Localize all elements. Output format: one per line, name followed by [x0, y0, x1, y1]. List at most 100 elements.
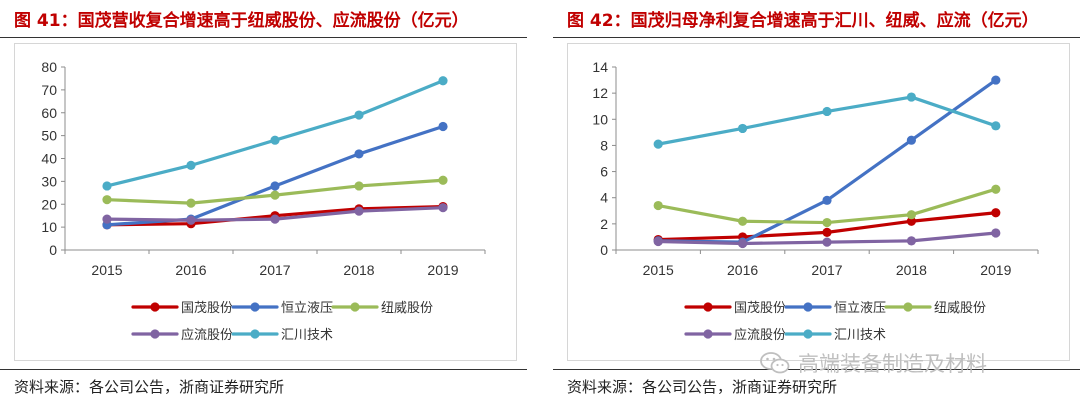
- series-4-point: [991, 228, 1001, 238]
- y-tick-label: 0: [600, 242, 608, 258]
- x-tick-label: 2019: [427, 262, 458, 278]
- series-4-point: [354, 206, 364, 216]
- legend-marker: [803, 302, 813, 312]
- chart-box-revenue: 0 10 20 30 40 50 60 70 80 2015 2016 2017 2018 2019 国茂股…: [14, 43, 517, 361]
- series-4-point: [738, 238, 748, 249]
- legend-marker: [703, 302, 713, 312]
- y-tick-label: 8: [600, 137, 608, 153]
- y-tick-label: 80: [41, 59, 57, 75]
- series-2-point: [906, 135, 916, 145]
- legend-marker: [350, 302, 360, 312]
- legend-label: 国茂股份: [181, 300, 233, 315]
- series-4-point: [653, 236, 663, 247]
- series-5-point: [270, 135, 280, 145]
- series-3-point: [906, 210, 916, 220]
- series-5-point: [822, 106, 832, 117]
- series-5-point: [738, 123, 748, 134]
- series-4-point: [270, 214, 280, 224]
- figure-41-title: 图 41：国茂营收复合增速高于纽威股份、应流股份（亿元）: [14, 11, 469, 31]
- y-tick-label: 6: [600, 164, 608, 180]
- series-5-line: [656, 95, 998, 146]
- x-tick-label: 2016: [175, 262, 206, 278]
- series-4-point: [906, 236, 916, 246]
- title-rule: [0, 37, 527, 38]
- series-5-point: [186, 160, 196, 170]
- series-4-point: [822, 237, 832, 247]
- series-5-point: [653, 139, 663, 149]
- legend-label: 纽威股份: [934, 300, 986, 315]
- legend-label: 应流股份: [734, 327, 786, 342]
- series-3-point: [991, 184, 1001, 194]
- legend-label: 国茂股份: [734, 300, 786, 315]
- y-tick-label: 2: [600, 216, 608, 232]
- legend-label: 应流股份: [181, 327, 233, 342]
- y-tick-label: 10: [41, 219, 57, 235]
- series-3-point: [822, 217, 832, 228]
- figure-41: 图 41：国茂营收复合增速高于纽威股份、应流股份（亿元） 0 10 20 30 40 50…: [0, 0, 527, 416]
- series-3-point: [270, 190, 280, 200]
- series-1-point: [906, 216, 916, 226]
- series-4-point: [186, 215, 196, 225]
- series-3-point: [186, 198, 196, 208]
- legend-marker: [703, 329, 713, 339]
- legend-label: 恒立液压: [281, 300, 333, 315]
- series-4-point: [438, 203, 448, 213]
- watermark-text: 高端装备制造及材料: [798, 352, 987, 376]
- y-tick-label: 60: [41, 105, 57, 121]
- series-5-point: [102, 181, 112, 191]
- source-note: 资料来源：各公司公告，浙商证券研究所: [567, 378, 838, 396]
- wechat-icon: [760, 352, 790, 374]
- y-tick-label: 14: [592, 59, 608, 75]
- net-profit-line-chart: 0 2 4 6 8 10 12 14 2015 2016 2017 2018 2019 国茂股份 恒立液压 纽…: [592, 59, 1039, 342]
- x-tick-label: 2018: [896, 262, 927, 278]
- legend-marker: [150, 302, 160, 312]
- series-1-point: [822, 227, 832, 237]
- series-2-point: [438, 121, 448, 132]
- series-5-point: [354, 110, 364, 120]
- x-tick-label: 2015: [643, 262, 674, 278]
- series-3-point: [438, 175, 448, 185]
- x-tick-label: 2017: [811, 262, 842, 278]
- legend-label: 纽威股份: [381, 300, 433, 315]
- series-3-point: [653, 200, 663, 211]
- title-rule: [553, 37, 1080, 38]
- y-tick-label: 50: [41, 128, 57, 144]
- y-tick-label: 70: [41, 82, 57, 98]
- x-tick-label: 2017: [259, 262, 290, 278]
- series-2-point: [991, 75, 1001, 85]
- figure-42: 图 42：国茂归母净利复合增速高于汇川、纽威、应流（亿元） 0 2 4 6 8 10 12 1…: [553, 0, 1080, 416]
- x-tick-label: 2018: [343, 262, 374, 278]
- series-5-point: [991, 121, 1001, 131]
- legend-label: 汇川技术: [281, 327, 333, 342]
- y-tick-label: 12: [592, 85, 608, 101]
- legend-marker: [250, 329, 260, 339]
- revenue-line-chart: 0 10 20 30 40 50 60 70 80 2015 2016 2017 2018 2019 国茂股…: [41, 59, 486, 342]
- y-tick-label: 40: [41, 151, 57, 167]
- legend-marker: [150, 329, 160, 339]
- legend-marker: [250, 302, 260, 312]
- figure-42-title: 图 42：国茂归母净利复合增速高于汇川、纽威、应流（亿元）: [567, 11, 1039, 31]
- source-rule: [0, 369, 527, 370]
- series-2-point: [354, 149, 364, 159]
- y-tick-label: 10: [592, 111, 608, 127]
- y-tick-label: 30: [41, 173, 57, 189]
- source-note: 资料来源：各公司公告，浙商证券研究所: [14, 378, 285, 396]
- legend-label: 汇川技术: [834, 327, 886, 342]
- x-tick-label: 2016: [727, 262, 758, 278]
- source-rule: [553, 369, 1080, 370]
- series-3-point: [738, 216, 748, 226]
- x-tick-label: 2015: [91, 262, 122, 278]
- y-tick-label: 0: [49, 242, 57, 258]
- y-tick-label: 20: [41, 196, 57, 212]
- legend-label: 恒立液压: [834, 300, 886, 315]
- series-1-point: [991, 208, 1001, 218]
- y-tick-label: 4: [600, 190, 608, 206]
- series-2-point: [822, 195, 832, 205]
- chart-box-profit: 0 2 4 6 8 10 12 14 2015 2016 2017 2018 2019 国茂股份 恒立液压 纽…: [567, 43, 1070, 361]
- x-tick-label: 2019: [980, 262, 1011, 278]
- series-3-point: [354, 181, 364, 191]
- series-5-point: [438, 76, 448, 86]
- series-5-point: [906, 92, 916, 102]
- watermark: 高端装备制造及材料: [760, 348, 987, 378]
- series-2-point: [270, 181, 280, 191]
